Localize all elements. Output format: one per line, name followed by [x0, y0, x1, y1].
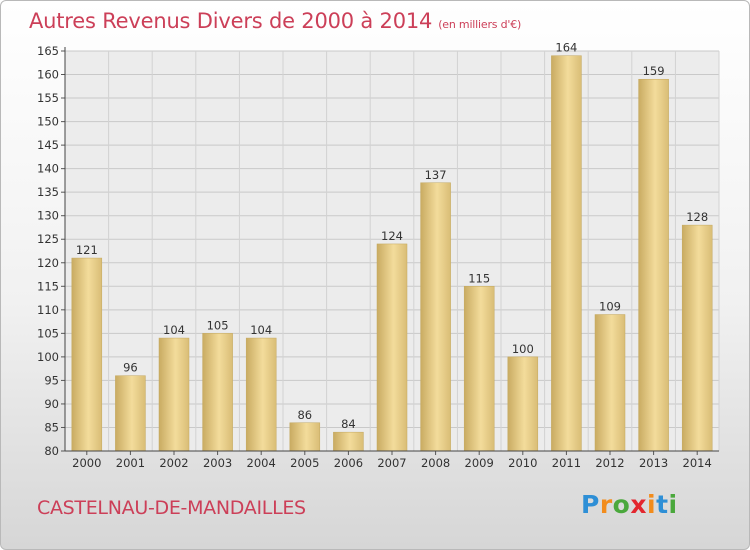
logo-letter: t	[656, 490, 669, 519]
bar	[681, 224, 713, 452]
y-tick-label: 160	[37, 68, 59, 82]
bar-value-label: 164	[555, 41, 577, 55]
y-tick-label: 140	[37, 162, 59, 176]
bar-value-label: 159	[643, 64, 665, 78]
bar	[289, 422, 321, 452]
y-tick-label: 90	[44, 397, 59, 411]
bar	[115, 375, 146, 452]
axes: 80 85 90 95 100 105 110 115 120 125 130 135 140 145 15…	[37, 44, 719, 470]
x-tick-label: 2001	[116, 456, 145, 470]
y-tick-label: 155	[37, 91, 59, 105]
logo-letter: i	[647, 490, 657, 519]
bar	[376, 243, 408, 452]
x-tick-label: 2013	[639, 456, 668, 470]
x-tick-label: 2009	[465, 456, 494, 470]
bar-value-label: 137	[425, 168, 447, 182]
x-tick-label: 2008	[421, 456, 450, 470]
x-tick-label: 2011	[552, 456, 581, 470]
x-tick-label: 2002	[159, 456, 188, 470]
bar	[594, 314, 626, 452]
bar-value-label: 109	[599, 300, 621, 314]
chart-title-text: Autres Revenus Divers de 2000 à 2014	[29, 9, 433, 33]
bar-value-label: 100	[512, 342, 534, 356]
bar	[551, 55, 582, 452]
logo-letter: i	[668, 490, 678, 519]
y-tick-label: 120	[37, 256, 59, 270]
bar-value-label: 128	[686, 210, 708, 224]
bar	[202, 333, 233, 452]
bar	[245, 337, 277, 452]
proxiti-logo: Proxiti	[581, 490, 678, 519]
logo-letter: x	[630, 490, 647, 519]
bar	[333, 431, 364, 452]
y-tick-label: 145	[37, 138, 59, 152]
y-tick-label: 115	[37, 279, 59, 293]
x-tick-label: 2010	[508, 456, 537, 470]
x-tick-label: 2012	[595, 456, 624, 470]
x-tick-label: 2007	[377, 456, 406, 470]
bar	[507, 356, 539, 452]
town-name: CASTELNAU-DE-MANDAILLES	[37, 497, 306, 519]
bar	[638, 78, 669, 452]
bar-value-label: 115	[468, 271, 490, 285]
y-tick-label: 150	[37, 115, 59, 129]
y-tick-label: 85	[44, 420, 59, 434]
x-tick-label: 2004	[247, 456, 276, 470]
y-tick-label: 100	[37, 350, 59, 364]
x-tick-label: 2006	[334, 456, 363, 470]
logo-letter: P	[581, 490, 600, 519]
x-tick-label: 2005	[290, 456, 319, 470]
y-tick-label: 130	[37, 209, 59, 223]
bar-value-label: 104	[163, 323, 185, 337]
bar-value-label: 84	[341, 417, 356, 431]
y-tick-label: 80	[44, 444, 59, 458]
y-tick-label: 110	[37, 303, 59, 317]
bar-value-label: 105	[207, 318, 229, 332]
logo-letter: r	[599, 490, 613, 519]
y-tick-label: 135	[37, 185, 59, 199]
y-tick-label: 105	[37, 326, 59, 340]
x-tick-label: 2000	[72, 456, 101, 470]
y-tick-label: 95	[44, 373, 59, 387]
bar	[420, 182, 451, 452]
x-tick-label: 2003	[203, 456, 232, 470]
y-tick-label: 165	[37, 44, 59, 58]
y-tick-label: 125	[37, 232, 59, 246]
bar	[71, 257, 103, 452]
bar-value-label: 104	[250, 323, 272, 337]
unit-note: (en milliers d'€)	[438, 18, 522, 31]
bar-value-label: 96	[123, 361, 138, 375]
logo-letter: o	[612, 490, 631, 519]
x-tick-label: 2014	[683, 456, 712, 470]
bar-value-label: 121	[76, 243, 98, 257]
bars: 121 96 104 105 104 86 84 124 137 115 100 164 109 159 1…	[71, 41, 713, 452]
bar	[158, 337, 190, 452]
chart-title: Autres Revenus Divers de 2000 à 2014 (en …	[29, 9, 521, 33]
bar-value-label: 86	[297, 408, 312, 422]
bar-value-label: 124	[381, 229, 403, 243]
bar	[463, 286, 495, 452]
